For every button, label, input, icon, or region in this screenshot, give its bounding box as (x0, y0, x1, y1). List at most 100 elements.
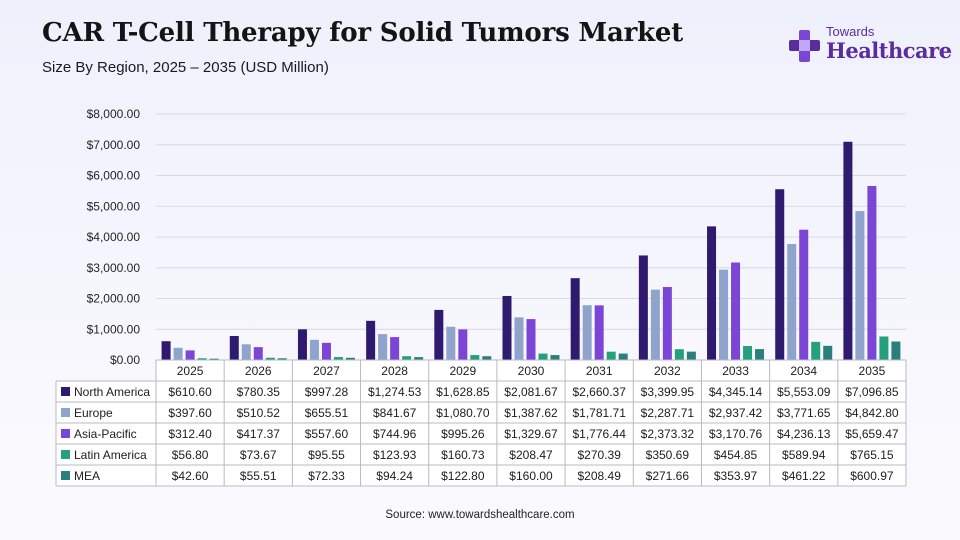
bar (185, 350, 195, 360)
legend-label: MEA (74, 469, 100, 483)
bar (514, 317, 524, 360)
category-label: 2031 (586, 364, 613, 378)
bar (366, 320, 376, 360)
data-label: $3,771.65 (777, 406, 831, 420)
bar (787, 244, 797, 360)
bar (538, 353, 548, 360)
bar (390, 337, 400, 360)
bar (662, 287, 672, 360)
data-label: $2,660.37 (572, 385, 626, 399)
category-label: 2032 (654, 364, 681, 378)
legend-label: North America (74, 385, 150, 399)
bar (855, 211, 865, 360)
bar (843, 141, 853, 360)
bar (345, 357, 355, 360)
data-label: $610.60 (168, 385, 212, 399)
y-tick-label: $4,000.00 (87, 230, 141, 244)
bar (823, 345, 833, 360)
data-label: $841.67 (373, 406, 417, 420)
legend-swatch (61, 387, 70, 396)
data-label: $4,842.80 (845, 406, 899, 420)
bar (707, 226, 717, 360)
bar (570, 278, 580, 360)
legend-label: Asia-Pacific (74, 427, 137, 441)
category-label: 2035 (859, 364, 886, 378)
data-label: $271.66 (646, 469, 690, 483)
data-label: $122.80 (441, 469, 485, 483)
data-label: $4,345.14 (709, 385, 763, 399)
legend-label: Europe (74, 406, 113, 420)
logo-line2: Healthcare (826, 38, 952, 63)
bar (650, 289, 660, 360)
data-label: $208.47 (509, 448, 553, 462)
bar (402, 356, 412, 360)
bar (618, 353, 628, 360)
bar (638, 255, 648, 360)
data-label: $7,096.85 (845, 385, 899, 399)
data-label: $2,287.71 (641, 406, 695, 420)
data-label: $160.00 (509, 469, 553, 483)
data-label: $1,628.85 (436, 385, 490, 399)
legend-swatch (61, 429, 70, 438)
category-label: 2030 (518, 364, 545, 378)
category-label: 2026 (245, 364, 272, 378)
chart-subtitle: Size By Region, 2025 – 2035 (USD Million… (42, 59, 329, 76)
data-label: $600.97 (850, 469, 894, 483)
data-label: $1,387.62 (504, 406, 558, 420)
data-label: $2,937.42 (709, 406, 763, 420)
category-label: 2027 (313, 364, 340, 378)
data-label: $1,274.53 (368, 385, 422, 399)
bar (229, 336, 239, 360)
bar (526, 319, 536, 360)
y-tick-label: $0.00 (110, 353, 140, 367)
bar (253, 347, 263, 360)
bar (446, 326, 456, 360)
data-label: $208.49 (577, 469, 621, 483)
data-label: $780.35 (237, 385, 281, 399)
bar (321, 342, 331, 360)
bar (173, 347, 183, 360)
chart-title: CAR T-Cell Therapy for Solid Tumors Mark… (42, 18, 684, 48)
bar (799, 229, 809, 360)
data-label: $510.52 (237, 406, 281, 420)
legend-column-background (56, 381, 156, 486)
logo-line1: Towards (826, 24, 875, 39)
bar (755, 349, 765, 360)
data-label: $1,776.44 (572, 427, 626, 441)
data-label: $42.60 (172, 469, 209, 483)
bar (458, 329, 468, 360)
y-tick-label: $7,000.00 (87, 138, 141, 152)
data-label: $3,170.76 (709, 427, 763, 441)
data-label: $3,399.95 (641, 385, 695, 399)
bar (197, 358, 207, 360)
data-label: $589.94 (782, 448, 826, 462)
bar (811, 341, 821, 360)
brand-logo: Towards Healthcare (788, 24, 952, 68)
data-label: $123.93 (373, 448, 417, 462)
bar (309, 339, 319, 360)
bar (482, 356, 492, 360)
data-label: $1,781.71 (572, 406, 626, 420)
bar (550, 355, 560, 360)
data-label: $4,236.13 (777, 427, 831, 441)
legend-swatch (61, 450, 70, 459)
bar (333, 357, 343, 360)
y-tick-label: $1,000.00 (87, 322, 141, 336)
data-label: $2,081.67 (504, 385, 558, 399)
bar (879, 336, 889, 360)
bar (209, 358, 219, 360)
data-label: $350.69 (646, 448, 690, 462)
data-label: $997.28 (305, 385, 349, 399)
category-label: 2034 (790, 364, 817, 378)
bar (606, 351, 616, 360)
data-label: $995.26 (441, 427, 485, 441)
legend-swatch (61, 408, 70, 417)
source-note: Source: www.towardshealthcare.com (385, 509, 575, 521)
bar (719, 269, 729, 360)
bar (743, 346, 753, 360)
data-label: $72.33 (308, 469, 345, 483)
legend-label: Latin America (74, 448, 147, 462)
data-label: $454.85 (714, 448, 758, 462)
bar (434, 309, 444, 360)
